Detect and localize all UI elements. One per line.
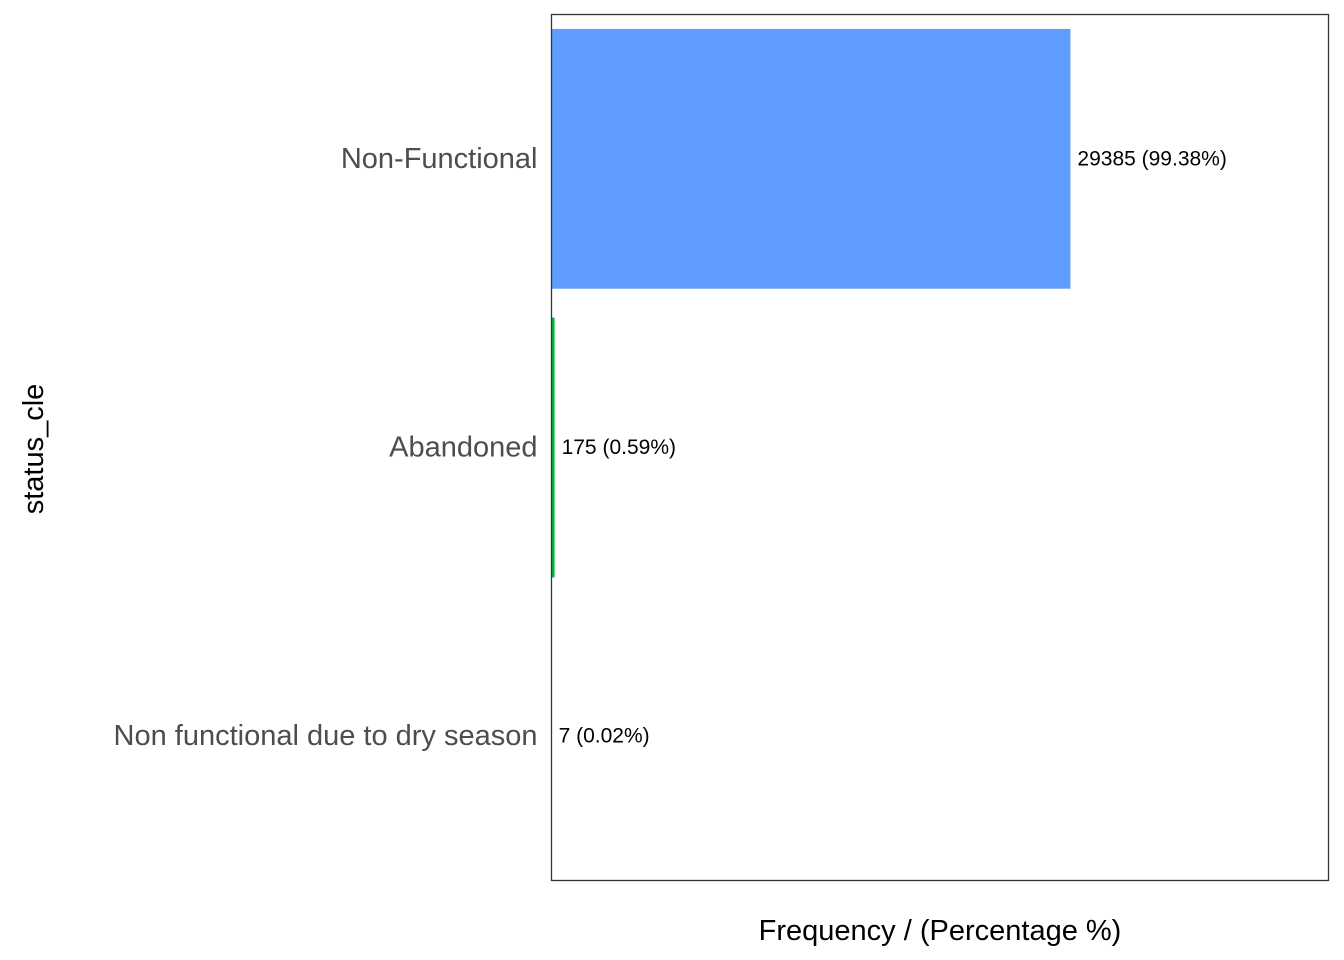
x-axis-title: Frequency / (Percentage %) xyxy=(759,915,1122,947)
data-label-1: 29385 (99.38%) xyxy=(1077,147,1226,170)
bars-group xyxy=(551,28,1071,867)
bar-2 xyxy=(551,317,555,578)
y-axis-title: status_cle xyxy=(18,384,50,515)
category-label-1: Non-Functional xyxy=(341,143,538,175)
data-labels: 29385 (99.38%) 175 (0.59%) 7 (0.02%) xyxy=(559,147,1227,747)
bar-1 xyxy=(551,28,1071,289)
data-label-3: 7 (0.02%) xyxy=(559,725,650,748)
category-label-2: Abandoned xyxy=(389,432,537,464)
category-label-3: Non functional due to dry season xyxy=(114,720,538,752)
category-labels: Non-Functional Abandoned Non functional du… xyxy=(114,143,538,752)
data-label-2: 175 (0.59%) xyxy=(562,436,676,459)
plot-panel-border xyxy=(550,13,1330,882)
